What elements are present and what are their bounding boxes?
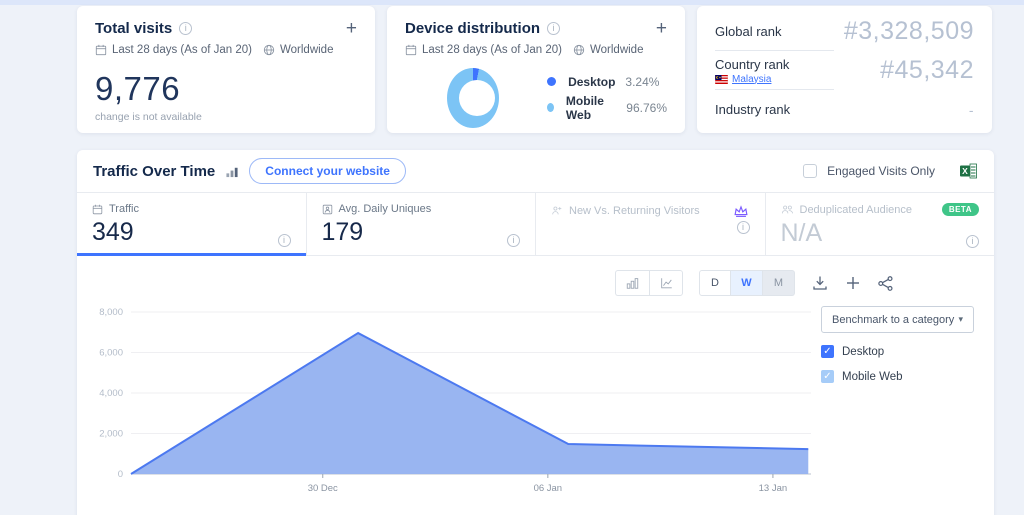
- total-visits-card: Total visits i + Last 28 days (As of Jan…: [77, 6, 375, 133]
- malaysia-flag-icon: [715, 74, 728, 84]
- add-to-dashboard-icon[interactable]: +: [345, 17, 357, 39]
- granularity-day[interactable]: D: [699, 270, 731, 296]
- bar-view-button[interactable]: [615, 270, 649, 296]
- traffic-line: [130, 331, 809, 475]
- traffic-area: [131, 333, 809, 474]
- granularity-month[interactable]: M: [763, 270, 795, 296]
- share-button[interactable]: [877, 275, 894, 292]
- bar-chart-icon: [226, 167, 238, 177]
- visitors-icon: [552, 206, 562, 215]
- country-link[interactable]: Malaysia: [732, 73, 772, 85]
- device-donut-chart: [447, 68, 500, 128]
- total-visits-title: Total visits: [95, 20, 173, 37]
- plus-icon: [847, 277, 859, 289]
- x-tick-label: 06 Jan: [534, 483, 563, 494]
- engaged-visits-checkbox[interactable]: [803, 164, 818, 178]
- uniques-value: 179: [321, 218, 364, 246]
- scope-label: Worldwide: [590, 44, 644, 56]
- change-note: change is not available: [95, 111, 202, 123]
- y-tick-label: 8,000: [99, 307, 123, 318]
- period-label: Last 28 days (As of Jan 20): [112, 44, 252, 56]
- excel-export-icon[interactable]: X: [959, 162, 978, 180]
- download-icon: [813, 276, 827, 290]
- y-tick-label: 2,000: [99, 429, 123, 440]
- metric-tabs: Traffic 349 i Avg. Daily Uniques 179 i: [77, 193, 994, 256]
- traffic-over-time-section: Traffic Over Time Connect your website E…: [77, 150, 994, 515]
- calendar-icon: [95, 44, 107, 56]
- globe-icon: [263, 44, 275, 56]
- dedup-value: N/A: [780, 219, 823, 247]
- tab-deduplicated-audience[interactable]: Deduplicated Audience BETA N/A i: [766, 193, 995, 255]
- line-view-button[interactable]: [649, 270, 683, 296]
- line-view-icon: [660, 278, 672, 289]
- connect-website-button[interactable]: Connect your website: [249, 158, 406, 184]
- traffic-value: 349: [92, 218, 134, 246]
- info-icon[interactable]: i: [179, 22, 193, 35]
- country-rank-value: #45,342: [880, 56, 974, 84]
- total-visits-value: 9,776: [95, 70, 181, 107]
- x-tick-label: 30 Dec: [308, 483, 338, 494]
- rank-card: Global rank #3,328,509 Country rank Mala…: [697, 6, 992, 133]
- period-label: Last 28 days (As of Jan 20): [422, 44, 562, 56]
- industry-rank-row: Industry rank -: [715, 101, 974, 118]
- granularity-toggle: D W M: [699, 270, 795, 296]
- share-icon: [878, 275, 893, 291]
- top-strip: [0, 0, 1024, 5]
- legend-desktop: ✓ Desktop: [821, 345, 974, 358]
- add-chart-button[interactable]: [845, 275, 861, 291]
- uniques-icon: [322, 204, 332, 214]
- mobile-web-checkbox[interactable]: ✓: [821, 370, 834, 383]
- device-distribution-card: Device distribution i + Last 28 days (As…: [387, 6, 685, 133]
- chevron-down-icon: ▾: [958, 314, 963, 324]
- info-icon[interactable]: i: [966, 235, 979, 248]
- calendar-icon: [405, 44, 417, 56]
- tab-traffic[interactable]: Traffic 349 i: [77, 193, 307, 256]
- add-to-dashboard-icon[interactable]: +: [655, 17, 667, 39]
- section-title: Traffic Over Time: [93, 162, 216, 180]
- granularity-week[interactable]: W: [731, 270, 763, 296]
- audience-icon: [781, 205, 793, 214]
- chart-controls: D W M: [81, 270, 994, 296]
- y-tick-label: 4,000: [99, 388, 123, 399]
- tab-avg-daily-uniques[interactable]: Avg. Daily Uniques 179 i: [307, 193, 536, 255]
- traffic-icon: [92, 204, 103, 214]
- bar-view-icon: [626, 278, 639, 289]
- globe-icon: [573, 44, 585, 56]
- traffic-chart: 8,000 6,000 4,000 2,000 0 30 Dec 06 Jan 13 Jan: [99, 307, 811, 494]
- tab-new-vs-returning[interactable]: New Vs. Returning Visitors i: [536, 193, 766, 255]
- crown-premium-icon: [733, 205, 748, 217]
- legend-item-desktop: Desktop 3.24%: [547, 75, 667, 89]
- x-tick-label: 13 Jan: [759, 483, 788, 494]
- industry-rank-value: -: [968, 101, 974, 118]
- engaged-visits-label: Engaged Visits Only: [827, 164, 935, 178]
- benchmark-dropdown[interactable]: Benchmark to a category ▾: [821, 306, 974, 333]
- global-rank-row: Global rank #3,328,509: [715, 12, 974, 51]
- y-tick-label: 0: [118, 469, 123, 480]
- legend-mobile-web: ✓ Mobile Web: [821, 370, 974, 383]
- desktop-checkbox[interactable]: ✓: [821, 345, 834, 358]
- chart-side-panel: Benchmark to a category ▾ ✓ Desktop ✓ Mo…: [821, 306, 994, 503]
- mobile-dot-icon: [547, 103, 554, 112]
- desktop-dot-icon: [547, 77, 557, 86]
- device-distribution-title: Device distribution: [405, 20, 541, 37]
- info-icon[interactable]: i: [277, 234, 291, 247]
- info-icon[interactable]: i: [507, 234, 520, 247]
- scope-label: Worldwide: [280, 44, 334, 56]
- legend-item-mobile: Mobile Web 96.76%: [547, 94, 667, 122]
- global-rank-value: #3,328,509: [843, 17, 974, 45]
- svg-text:X: X: [962, 166, 968, 176]
- country-rank-row: Country rank Malaysia #45,342: [715, 51, 974, 90]
- info-icon[interactable]: i: [736, 221, 750, 234]
- info-icon[interactable]: i: [547, 22, 561, 35]
- y-tick-label: 6,000: [99, 348, 123, 359]
- download-button[interactable]: [811, 274, 829, 292]
- beta-badge: BETA: [941, 203, 979, 216]
